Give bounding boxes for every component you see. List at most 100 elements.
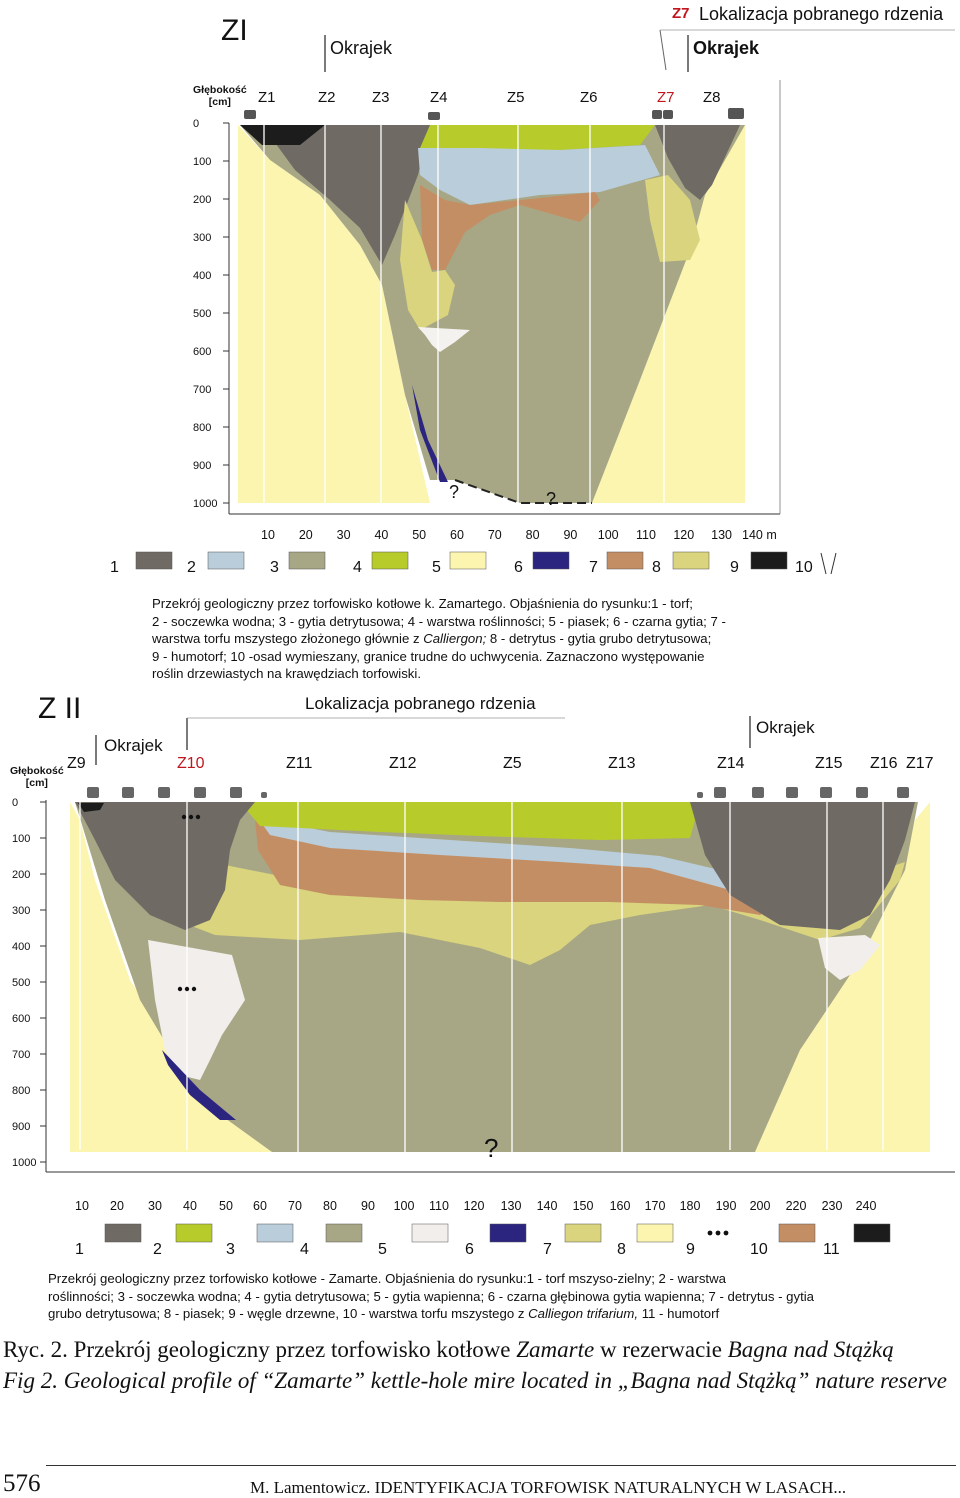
page-number: 576 [3,1470,41,1497]
p2-sand-right [755,802,930,1152]
legend-swatch [135,551,173,570]
unknown-mark: ? [546,489,557,509]
p1-moss-peat [420,185,600,270]
tree-icon [820,787,832,798]
profile-2-core-location: Lokalizacja pobranego rdzenia [305,694,536,713]
p1-sand-lens [418,327,470,352]
core-label: Z14 [717,755,745,772]
legend-number: 6 [465,1241,474,1258]
legend-mixed-mark [830,552,837,575]
profile-1-axes: 0 100 200 300 400 500 600 700 800 900 1000 10 20 30 40… [193,29,955,542]
p2-peat-right [690,802,915,930]
depth-tick-label: 700 [193,384,211,396]
core-label: Z13 [608,755,636,772]
legend-swatch [411,1223,449,1243]
profile-2-axes: 0 100 200 300 400 500 600 700 800 900 1000 10 20 30 40… [12,716,955,1213]
legend-swatch [778,1223,816,1243]
distance-tick-label: 90 [563,528,577,542]
legend-number: 9 [686,1241,695,1258]
legend-number: 10 [750,1241,768,1258]
tree-icon [158,787,170,798]
depth-tick-label: 600 [193,346,211,358]
legend-number: 6 [514,559,523,576]
depth-tick-label: 800 [12,1085,30,1097]
depth-tick-label: 400 [12,941,30,953]
legend-swatch [175,1223,213,1243]
p1-sand [238,125,430,503]
depth-tick-label: 700 [12,1049,30,1061]
legend-number: 8 [617,1241,626,1258]
legend-swatch [853,1223,891,1243]
profile-1-edge-left: Okrajek [330,38,393,58]
legend-swatch [449,551,487,570]
p1-peat-left [262,125,430,265]
legend-swatch [750,551,788,570]
legend-swatch [371,551,409,570]
core-label: Z5 [503,755,522,772]
core-label: Z8 [703,89,721,106]
core-label: Z6 [580,89,598,106]
distance-tick-label: 170 [645,1199,666,1213]
distance-tick-label: 230 [822,1199,843,1213]
legend-number: 11 [823,1241,840,1258]
p1-humotorf [240,125,325,145]
distance-tick-label: 120 [464,1199,485,1213]
legend-number: 4 [353,559,362,576]
legend-swatch [489,1223,527,1243]
figure-caption-english: Fig 2. Geological profile of “Zamarte” k… [3,1368,947,1393]
distance-tick-label: 130 [711,528,732,542]
legend-number: 1 [110,559,119,576]
p2-calcareous-left [148,940,245,1080]
depth-tick-label: 200 [193,194,211,206]
profile-2-depth-title: Głębokość [cm] [10,765,64,789]
p1-detritus-right [645,175,700,262]
distance-tick-label: 40 [374,528,388,542]
distance-tick-label: 160 [610,1199,631,1213]
figure-caption: Ryc. 2. Przekrój geologiczny przez torfo… [3,1334,959,1396]
p1-detritus-center [400,200,455,330]
distance-tick-label: 50 [219,1199,233,1213]
distance-tick-label: 110 [429,1199,449,1213]
profile-2-caption: Przekrój geologiczny przez torfowisko ko… [48,1271,814,1321]
legend-swatch [672,551,710,570]
profile-1-core-tag: Z7 [672,5,690,22]
depth-tick-label: 400 [193,270,211,282]
depth-tick-label: 600 [12,1013,30,1025]
legend-number: 5 [432,559,441,576]
profile-1-depth-title: Głębokość [cm] [193,84,247,108]
depth-tick-label: 900 [193,460,211,472]
unknown-mark: ? [449,482,460,502]
profile-2-strata [70,802,930,1152]
tree-icon [122,787,134,798]
legend-number: 10 [795,559,813,576]
profile-2-edge-left: Okrajek [104,736,163,755]
core-label: Z15 [815,755,843,772]
depth-tick-label: 100 [12,833,30,845]
distance-tick-label: 140 m [742,528,777,542]
legend-swatch [288,551,326,570]
depth-tick-label: 800 [193,422,211,434]
profile-1-edge-right: Okrajek [693,38,760,58]
legend-charcoal-dot [723,1230,729,1236]
distance-tick-label: 220 [786,1199,807,1213]
legend-number: 7 [543,1241,552,1258]
core-label: Z3 [372,89,390,106]
legend-charcoal-dot [707,1230,713,1236]
core-label: Z2 [318,89,336,106]
distance-tick-label: 80 [526,528,540,542]
legend-number: 2 [187,559,196,576]
distance-tick-label: 10 [261,528,275,542]
depth-tick-label: 300 [193,232,211,244]
tree-icon [697,792,703,798]
distance-tick-label: 200 [750,1199,771,1213]
legend-swatch [104,1223,142,1243]
distance-tick-label: 20 [110,1199,124,1213]
legend-number: 5 [378,1241,387,1258]
distance-tick-label: 140 [537,1199,558,1213]
legend-number: 9 [730,559,739,576]
footer-rule [46,1465,956,1466]
distance-tick-label: 110 [636,528,656,542]
depth-tick-label: 1000 [193,498,217,510]
legend-number: 7 [589,559,598,576]
